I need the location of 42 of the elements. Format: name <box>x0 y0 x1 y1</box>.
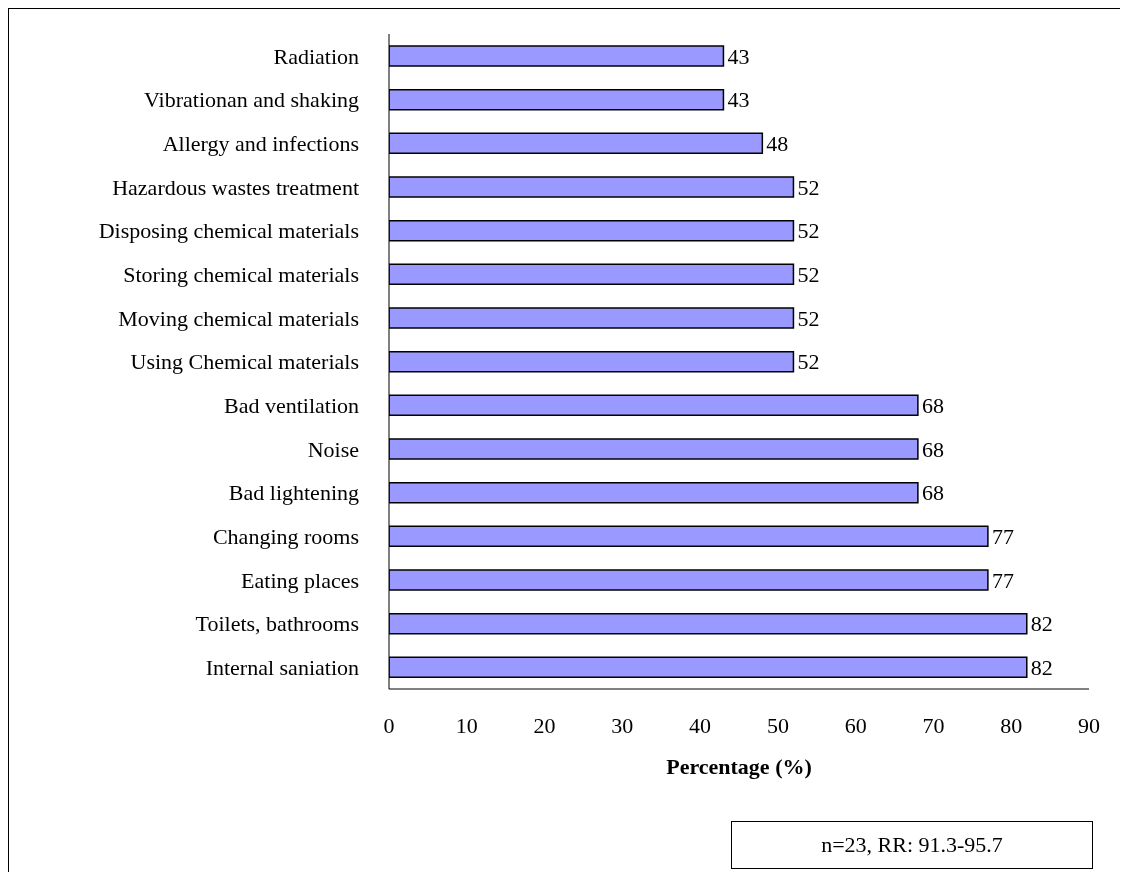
y-tick-label: Bad lightening <box>228 480 359 506</box>
y-tick-label: Bad ventilation <box>223 392 359 418</box>
x-tick-label: 20 <box>533 712 556 738</box>
y-tick-label: Changing rooms <box>212 523 359 549</box>
x-tick-label: 60 <box>844 712 867 738</box>
data-label: 68 <box>921 393 944 419</box>
data-label: 43 <box>727 87 750 113</box>
y-tick-label: Internal saniation <box>205 654 359 680</box>
y-tick-label: Noise <box>307 436 359 462</box>
data-label: 52 <box>797 174 820 200</box>
data-label: 52 <box>797 218 820 244</box>
data-label: 77 <box>991 524 1014 550</box>
y-tick-label: Disposing chemical materials <box>98 218 359 244</box>
x-axis-title: Percentage (%) <box>666 754 812 779</box>
y-tick-label: Using Chemical materials <box>130 349 359 375</box>
data-label: 68 <box>921 436 944 462</box>
data-label: 82 <box>1030 655 1053 681</box>
y-tick-label: Toilets, bathrooms <box>195 611 359 637</box>
data-label: 48 <box>766 131 789 157</box>
data-label: 52 <box>797 305 820 331</box>
y-tick-label: Moving chemical materials <box>118 305 359 331</box>
data-label: 52 <box>797 349 820 375</box>
y-tick-label: Radiation <box>273 43 359 69</box>
data-label: 77 <box>991 567 1014 593</box>
y-tick-label: Allergy and infections <box>162 130 359 156</box>
y-tick-label: Hazardous wastes treatment <box>112 174 359 200</box>
data-label: 68 <box>921 480 944 506</box>
y-tick-label: Eating places <box>241 567 359 593</box>
x-tick-label: 80 <box>1000 712 1023 738</box>
data-label: 43 <box>727 43 750 69</box>
text: n=23, RR: 91.3-95.7 <box>731 821 1093 869</box>
x-tick-label: 40 <box>689 712 712 738</box>
data-label: 52 <box>797 262 820 288</box>
y-tick-label: Vibrationan and shaking <box>144 87 359 113</box>
x-tick-label: 50 <box>766 712 789 738</box>
x-tick-label: 0 <box>383 712 395 738</box>
y-tick-label: Storing chemical materials <box>123 261 359 287</box>
x-tick-label: 30 <box>611 712 634 738</box>
data-label: 82 <box>1030 611 1053 637</box>
x-tick-label: 90 <box>1078 712 1100 738</box>
x-tick-label: 70 <box>922 712 945 738</box>
x-tick-label: 10 <box>455 712 478 738</box>
